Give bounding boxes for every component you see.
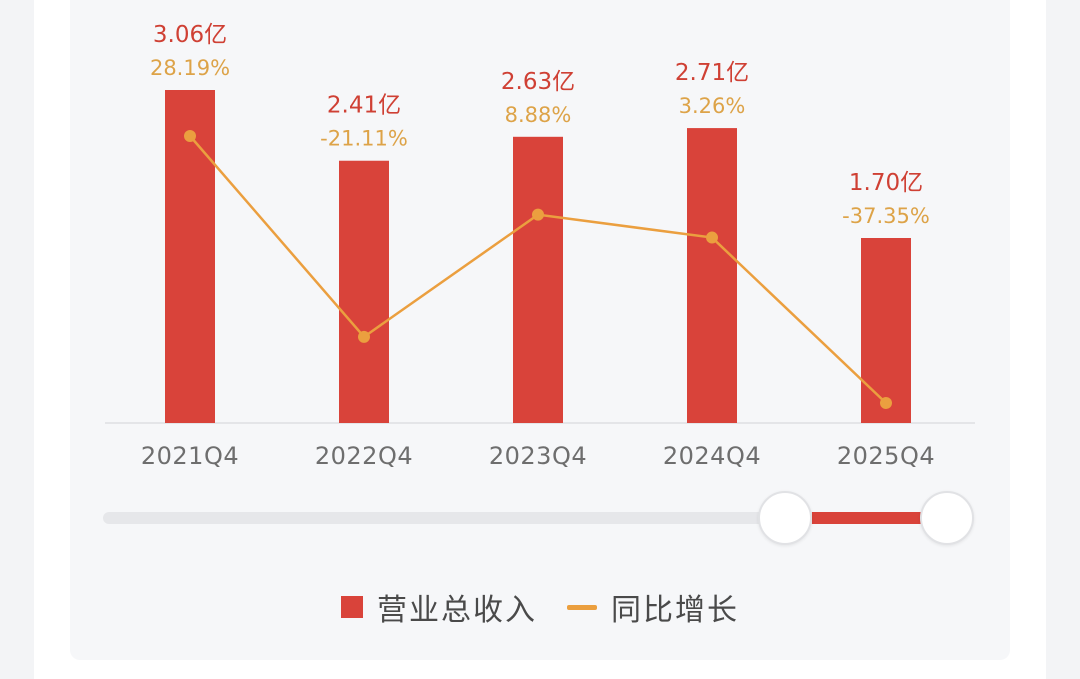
revenue-value-label: 2.63亿 [501, 69, 575, 95]
revenue-value-label: 3.06亿 [153, 22, 227, 48]
growth-value-label: -21.11% [320, 127, 408, 151]
revenue-bar[interactable] [339, 160, 389, 423]
x-tick-label: 2021Q4 [141, 442, 239, 470]
zoom-slider-range[interactable] [812, 512, 924, 524]
legend-item-growth[interactable]: 同比增长 [567, 585, 739, 629]
revenue-value-label: 2.71亿 [675, 60, 749, 86]
growth-point[interactable] [706, 231, 718, 244]
zoom-slider-track[interactable] [103, 512, 943, 524]
legend-item-revenue[interactable]: 营业总收入 [341, 585, 537, 629]
x-tick-label: 2023Q4 [489, 442, 587, 470]
growth-value-label: 8.88% [505, 103, 572, 127]
growth-point[interactable] [880, 397, 892, 409]
revenue-bar[interactable] [513, 136, 563, 423]
legend-revenue-label: 营业总收入 [377, 593, 537, 628]
revenue-bar[interactable] [165, 90, 215, 423]
growth-value-label: -37.35% [842, 204, 930, 228]
legend-bar-swatch [341, 596, 363, 618]
x-tick-label: 2024Q4 [663, 442, 761, 470]
zoom-slider-right-handle[interactable] [920, 491, 974, 545]
growth-point[interactable] [358, 330, 370, 343]
x-tick-label: 2022Q4 [315, 442, 413, 470]
revenue-bar[interactable] [861, 238, 911, 423]
legend-growth-label: 同比增长 [611, 593, 739, 628]
growth-point[interactable] [532, 208, 544, 221]
legend-line-swatch [567, 604, 597, 610]
revenue-bar[interactable] [687, 128, 737, 423]
growth-point[interactable] [184, 130, 196, 142]
growth-value-label: 3.26% [679, 94, 746, 118]
zoom-slider-left-handle[interactable] [758, 491, 812, 545]
legend: 营业总收入 同比增长 [0, 585, 1080, 629]
revenue-value-label: 2.41亿 [327, 93, 401, 119]
revenue-value-label: 1.70亿 [849, 170, 923, 196]
x-tick-label: 2025Q4 [837, 442, 935, 470]
growth-value-label: 28.19% [150, 56, 230, 80]
